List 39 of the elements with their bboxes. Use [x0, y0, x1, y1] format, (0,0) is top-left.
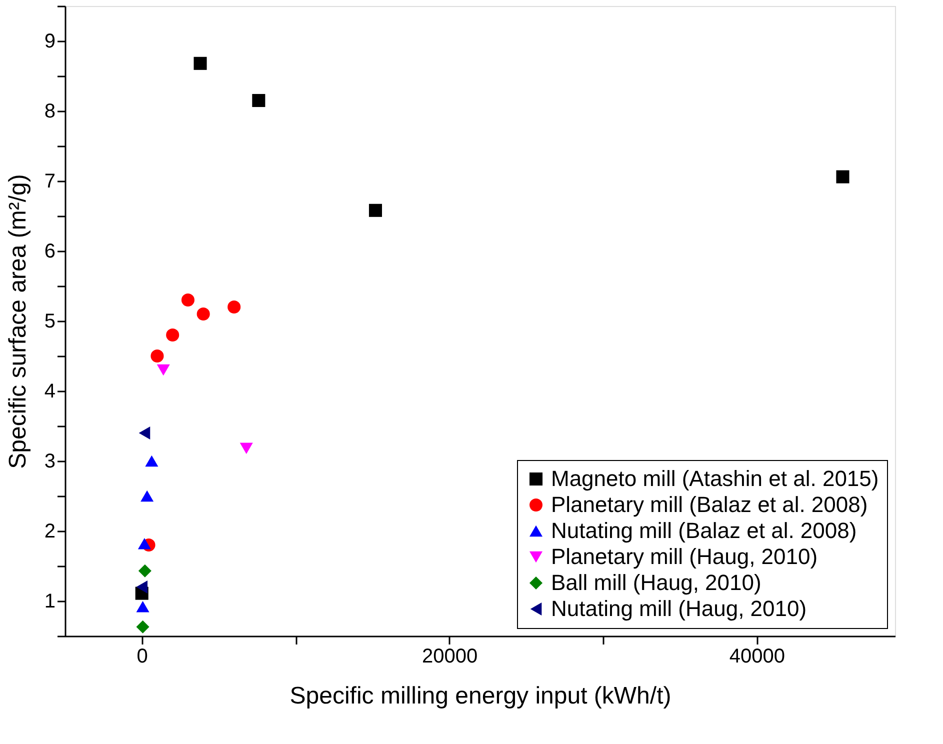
x-tick-label: 20000: [422, 646, 478, 668]
point: [140, 490, 154, 502]
point: [136, 620, 150, 634]
point: [228, 300, 241, 314]
point: [156, 364, 170, 376]
point: [240, 442, 253, 454]
y-tick-label: 2: [44, 520, 56, 542]
y-tick-label: 6: [44, 240, 56, 262]
point: [150, 349, 164, 363]
legend-label: Ball mill (Haug, 2010): [551, 570, 762, 595]
legend-label: Planetary mill (Haug, 2010): [551, 544, 818, 569]
y-tick-label: 7: [44, 170, 56, 192]
point: [836, 170, 850, 184]
legend-label: Planetary mill (Balaz et al. 2008): [551, 492, 868, 517]
point: [368, 204, 382, 217]
point: [138, 564, 152, 578]
y-tick-label: 8: [44, 100, 56, 122]
y-tick-label: 9: [44, 30, 56, 52]
point: [196, 307, 210, 321]
y-axis-title: Specific surface area (m²/g): [4, 174, 32, 469]
point: [145, 455, 158, 467]
legend-label: Magneto mill (Atashin et al. 2015): [551, 466, 879, 491]
point: [181, 293, 194, 307]
legend-label: Nutating mill (Balaz et al. 2008): [551, 518, 857, 543]
point: [138, 538, 151, 550]
y-tick-label: 4: [44, 380, 56, 402]
point: [136, 580, 148, 594]
point: [194, 56, 207, 70]
legend-label: Nutating mill (Haug, 2010): [551, 596, 807, 621]
point: [166, 328, 180, 342]
y-tick-label: 3: [44, 450, 56, 472]
y-tick-label: 5: [44, 310, 56, 332]
point: [252, 94, 266, 108]
x-tick-label: 40000: [729, 646, 785, 668]
point: [138, 426, 150, 440]
y-tick-label: 1: [44, 590, 56, 612]
x-axis-title: Specific milling energy input (kWh/t): [290, 682, 672, 710]
point: [136, 600, 150, 612]
x-tick-label: 0: [136, 646, 148, 668]
